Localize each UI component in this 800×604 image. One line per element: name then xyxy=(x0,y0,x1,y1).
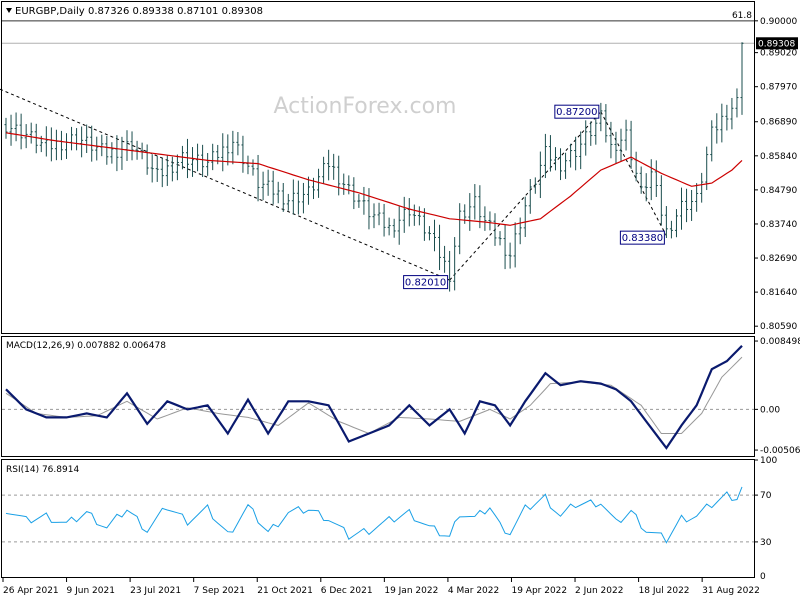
x-tick-label: 26 Apr 2021 xyxy=(3,586,59,596)
macd-header: MACD(12,26,9) 0.007882 0.006478 xyxy=(6,341,166,351)
watermark: ActionForex.com xyxy=(274,94,457,119)
price-header: EURGBP,Daily 0.87326 0.89338 0.87101 0.8… xyxy=(6,6,263,17)
last-price-tag xyxy=(756,37,798,50)
price-panel-frame xyxy=(1,1,755,334)
price-y-tick-label: 0.81640 xyxy=(760,288,797,298)
x-tick-label: 21 Oct 2021 xyxy=(257,586,313,596)
x-tick-label: 2 Jun 2022 xyxy=(575,586,623,596)
x-tick-label: 19 Jan 2022 xyxy=(384,586,438,596)
x-tick-label: 19 Apr 2022 xyxy=(511,586,567,596)
price-annotation-label: 0.83380 xyxy=(622,233,663,244)
rsi-y-tick-label: 70 xyxy=(760,491,772,501)
swing-line xyxy=(600,111,667,236)
price-annotation-label: 0.82010 xyxy=(405,278,446,289)
x-tick-label: 9 Jun 2021 xyxy=(67,586,115,596)
price-y-tick-label: 0.90000 xyxy=(760,17,797,27)
price-y-tick-label: 0.86890 xyxy=(760,118,797,128)
price-annotation-label: 0.87200 xyxy=(556,107,597,118)
price-y-tick-label: 0.80590 xyxy=(760,322,797,332)
macd-y-tick-label: 0.00 xyxy=(760,405,780,415)
price-y-tick-label: 0.82690 xyxy=(760,254,797,264)
x-tick-label: 31 Aug 2022 xyxy=(702,586,760,596)
x-tick-label: 6 Dec 2021 xyxy=(321,586,373,596)
ohlc-header: 0.87326 0.89338 0.87101 0.89308 xyxy=(88,6,263,17)
price-annotation-box xyxy=(403,275,449,290)
fib-label: 61.8 xyxy=(732,11,752,21)
rsi-y-tick-label: 100 xyxy=(760,456,777,466)
price-annotation-box xyxy=(554,104,600,119)
sma-line xyxy=(5,132,743,226)
price-y-tick-label: 0.83740 xyxy=(760,220,797,230)
x-tick-label: 4 Mar 2022 xyxy=(448,586,499,596)
symbol-header: EURGBP,Daily xyxy=(15,6,85,17)
macd-y-tick-label: 0.008498 xyxy=(760,337,800,347)
rsi-line xyxy=(5,486,743,544)
last-price-label: 0.89308 xyxy=(758,39,795,49)
x-tick-label: 23 Jul 2021 xyxy=(130,586,181,596)
rsi-y-tick-label: 0 xyxy=(760,572,766,582)
collapse-triangle-icon[interactable] xyxy=(6,8,12,13)
macd-y-tick-label: -0.005062 xyxy=(760,446,800,456)
macd-line xyxy=(5,345,743,450)
price-y-tick-label: 0.87970 xyxy=(760,83,797,93)
price-y-tick-label: 0.89020 xyxy=(760,49,797,59)
price-y-tick-label: 0.85840 xyxy=(760,152,797,162)
x-tick-label: 7 Sep 2021 xyxy=(194,586,245,596)
price-y-tick-label: 0.84790 xyxy=(760,186,797,196)
price-annotation-box xyxy=(619,230,665,245)
macd-panel-frame xyxy=(1,336,755,457)
rsi-panel-frame xyxy=(1,459,755,578)
rsi-y-tick-label: 30 xyxy=(760,538,772,548)
rsi-header: RSI(14) 76.8914 xyxy=(6,465,79,475)
x-tick-label: 18 Jul 2022 xyxy=(639,586,690,596)
